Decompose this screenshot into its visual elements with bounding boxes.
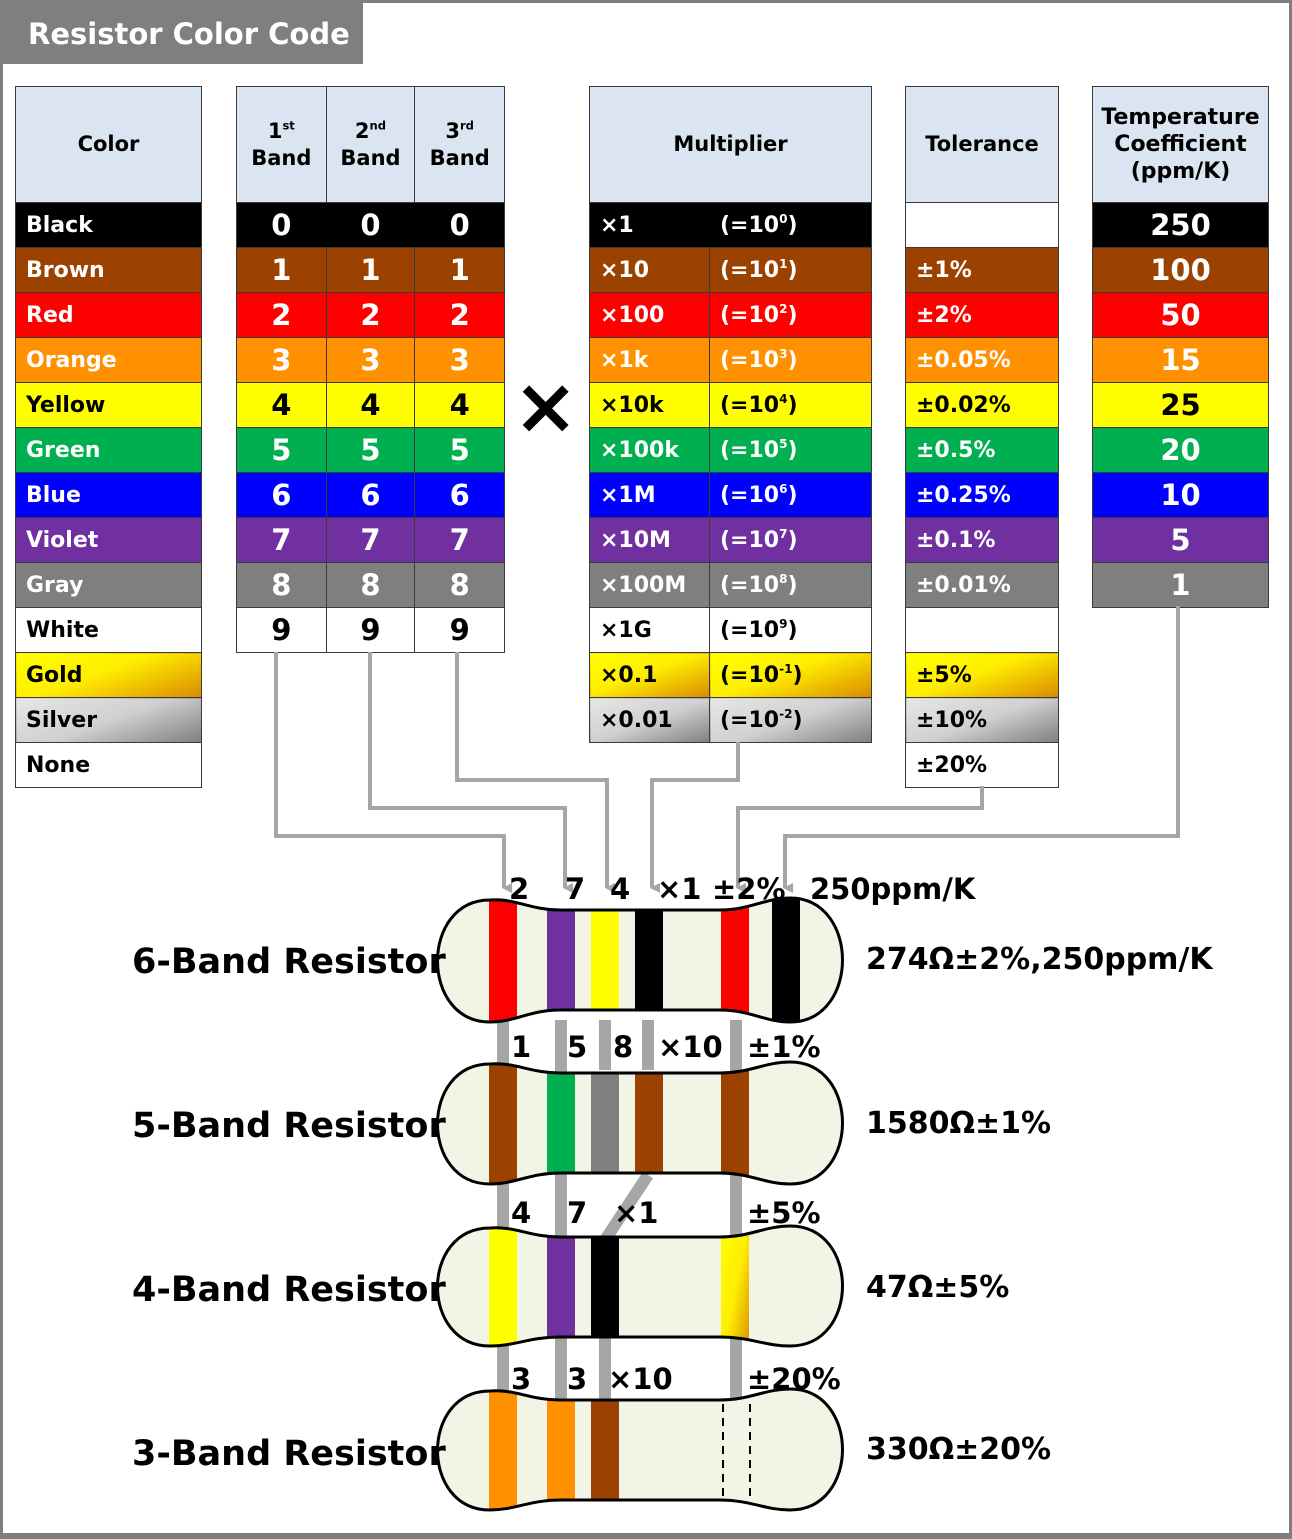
r5-mult-label: ×10: [658, 1030, 723, 1064]
mult-row-silver: ×0.01 (=10-2): [589, 697, 872, 743]
color-gold: Gold: [15, 652, 202, 698]
tol-violet: ±0.1%: [905, 517, 1059, 563]
r6-value: 274Ω±2%,250ppm/K: [866, 942, 1213, 977]
r5-band3-label: 8: [613, 1030, 634, 1064]
tempco-green: 20: [1092, 427, 1269, 473]
tol-yellow: ±0.02%: [905, 382, 1059, 428]
r5-band2-label: 5: [567, 1030, 588, 1064]
band3-header: 3rd Band: [414, 86, 505, 203]
tol-orange: ±0.05%: [905, 337, 1059, 383]
multiplier-header: Multiplier: [589, 86, 872, 203]
mult-row-green: ×100k (=105): [589, 427, 872, 473]
r3-band1-label: 3: [511, 1362, 532, 1396]
tempco-black: 250: [1092, 202, 1269, 248]
multiply-symbol: ×: [513, 362, 579, 452]
band2-header: 2nd Band: [325, 86, 416, 203]
r5-tol-label: ±1%: [747, 1030, 821, 1064]
r3-band2-label: 3: [567, 1362, 588, 1396]
mult-row-gray: ×100M (=108): [589, 562, 872, 608]
color-brown: Brown: [15, 247, 202, 293]
tempco-gray: 1: [1092, 562, 1269, 608]
r5-name: 5-Band Resistor: [132, 1106, 446, 1146]
tolerance-table: Tolerance ±1% ±2% ±0.05% ±0.02% ±0.5% ±0…: [905, 86, 1059, 788]
color-name-table: Color Black Brown Red Orange Yellow Gree…: [15, 86, 202, 788]
resistor-6-band: [436, 896, 844, 1024]
r4-value: 47Ω±5%: [866, 1270, 1010, 1305]
mult-row-brown: ×10 (=101): [589, 247, 872, 293]
color-none: None: [15, 742, 202, 788]
none-band-dashed: [722, 1404, 751, 1500]
r6-tol-label: ±2%: [712, 872, 786, 906]
mult-row-blue: ×1M (=106): [589, 472, 872, 518]
tol-gray: ±0.01%: [905, 562, 1059, 608]
r5-value: 1580Ω±1%: [866, 1106, 1052, 1141]
resistor-3-band: [436, 1387, 844, 1512]
r3-name: 3-Band Resistor: [132, 1434, 446, 1474]
tempco-yellow: 25: [1092, 382, 1269, 428]
r3-value: 330Ω±20%: [866, 1432, 1052, 1467]
tol-none: ±20%: [905, 742, 1059, 788]
r3-mult-label: ×10: [608, 1362, 673, 1396]
tol-blue: ±0.25%: [905, 472, 1059, 518]
r6-name: 6-Band Resistor: [132, 942, 446, 982]
r6-band1-label: 2: [509, 872, 530, 906]
r6-band2-label: 7: [565, 872, 586, 906]
tol-black: [905, 202, 1059, 248]
tol-green: ±0.5%: [905, 427, 1059, 473]
color-silver: Silver: [15, 697, 202, 743]
color-yellow: Yellow: [15, 382, 202, 428]
multiplier-table: Multiplier ×1 (=100) ×10 (=101) ×100 (=102)…: [589, 86, 872, 743]
r6-band3-label: 4: [610, 872, 631, 906]
r5-band1-label: 1: [511, 1030, 532, 1064]
mult-row-violet: ×10M (=107): [589, 517, 872, 563]
r4-band2-label: 7: [567, 1196, 588, 1230]
page-title: Resistor Color Code: [0, 0, 363, 64]
r4-band1-label: 4: [511, 1196, 532, 1230]
tempco-table: Temperature Coefficient (ppm/K) 250 100 50…: [1092, 86, 1269, 608]
r4-tol-label: ±5%: [747, 1196, 821, 1230]
r4-mult-label: ×1: [614, 1196, 659, 1230]
tempco-header: Temperature Coefficient (ppm/K): [1092, 86, 1269, 203]
mult-row-gold: ×0.1 (=10-1): [589, 652, 872, 698]
color-white: White: [15, 607, 202, 653]
tempco-brown: 100: [1092, 247, 1269, 293]
color-red: Red: [15, 292, 202, 338]
r4-name: 4-Band Resistor: [132, 1270, 446, 1310]
color-violet: Violet: [15, 517, 202, 563]
resistor-4-band: [436, 1224, 844, 1348]
tol-brown: ±1%: [905, 247, 1059, 293]
tempco-violet: 5: [1092, 517, 1269, 563]
tol-gold: ±5%: [905, 652, 1059, 698]
band1-header: 1st Band: [236, 86, 327, 203]
color-black: Black: [15, 202, 202, 248]
r3-tol-label: ±20%: [747, 1362, 841, 1396]
mult-row-red: ×100 (=102): [589, 292, 872, 338]
tolerance-header: Tolerance: [905, 86, 1059, 203]
mult-row-black: ×1 (=100): [589, 202, 872, 248]
mult-row-orange: ×1k (=103): [589, 337, 872, 383]
mult-row-yellow: ×10k (=104): [589, 382, 872, 428]
color-gray: Gray: [15, 562, 202, 608]
tol-silver: ±10%: [905, 697, 1059, 743]
resistor-5-band: [436, 1060, 844, 1186]
r6-tempco-label: 250ppm/K: [810, 872, 976, 906]
color-green: Green: [15, 427, 202, 473]
connector-lines: [274, 606, 1180, 893]
color-orange: Orange: [15, 337, 202, 383]
tol-red: ±2%: [905, 292, 1059, 338]
r6-mult-label: ×1: [657, 872, 702, 906]
